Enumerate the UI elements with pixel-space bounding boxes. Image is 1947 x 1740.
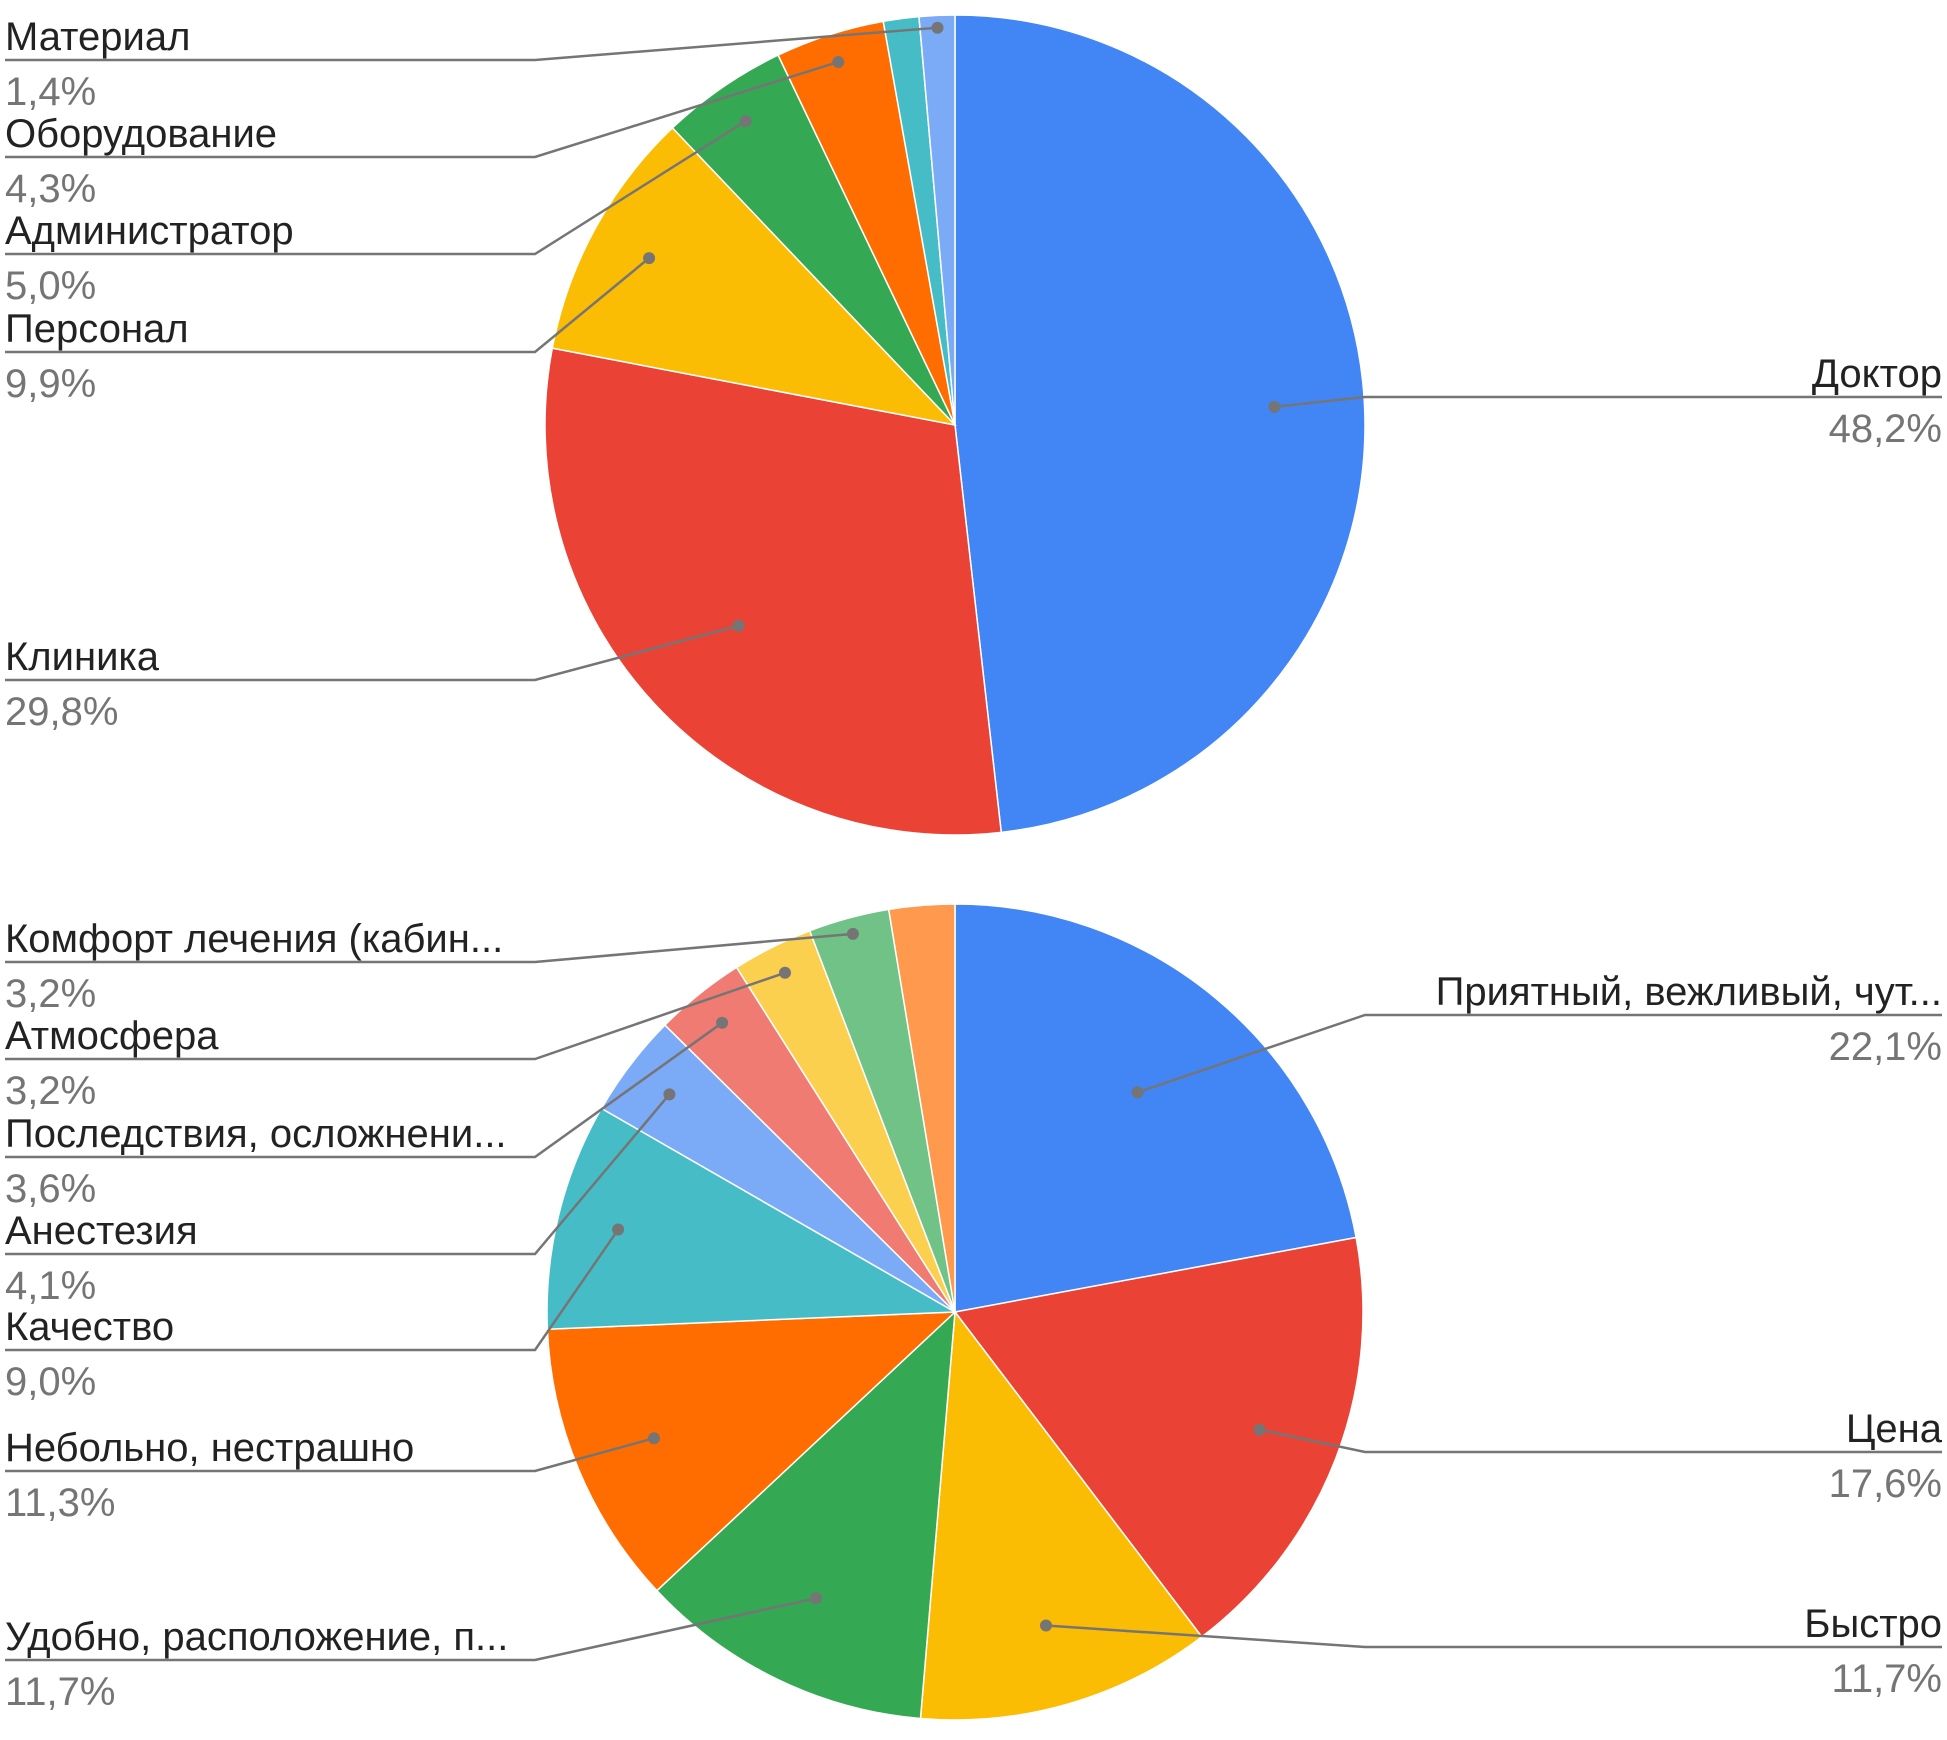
leader-dot — [716, 1016, 729, 1029]
slice-percent-label: 22,1% — [1829, 1025, 1942, 1069]
leader-line — [5, 1437, 655, 1473]
leader-line — [5, 971, 786, 1061]
slice-name-label: Материал — [5, 15, 190, 59]
leader-dot — [739, 115, 752, 128]
slice-name-label: Цена — [1846, 1407, 1943, 1451]
slice-name-label: Атмосфера — [5, 1014, 219, 1058]
slice-label-цена: Цена 17,6% — [1253, 1407, 1943, 1506]
leader-dot — [643, 252, 656, 265]
slice-label-материал: Материал 1,4% — [5, 15, 944, 114]
slice-percent-label: 17,6% — [1829, 1462, 1942, 1506]
slice-label-анестезия: Анестезия 4,1% — [5, 1088, 676, 1308]
slice-percent-label: 4,1% — [5, 1264, 96, 1308]
slice-name-label: Небольно, нестрашно — [5, 1426, 414, 1470]
slice-percent-label: 11,3% — [5, 1481, 115, 1525]
leader-dot — [810, 1592, 822, 1605]
pie-labels: Доктор 48,2% Клиника 29,8% Персонал 9,9% Админ… — [5, 15, 1942, 734]
leader-dot — [1131, 1086, 1144, 1099]
pie-slices — [546, 903, 1364, 1721]
leader-line — [1137, 1013, 1942, 1094]
slice-percent-label: 3,2% — [5, 972, 96, 1016]
leader-dot — [1040, 1619, 1052, 1632]
slice-label-комфорт-лечения-кабин: Комфорт лечения (кабин... 3,2% — [5, 917, 859, 1016]
pie-slice-доктор — [954, 14, 1366, 834]
leader-line — [5, 1093, 671, 1256]
leader-line — [5, 257, 650, 354]
slice-percent-label: 9,9% — [5, 362, 96, 406]
pie-labels: Приятный, вежливый, чут... 22,1% Цена 17,6%… — [5, 917, 1943, 1714]
leader-line — [5, 26, 938, 62]
leader-dot — [931, 21, 944, 34]
pie-slice-цена — [953, 1236, 1364, 1638]
leader-line — [5, 1021, 723, 1159]
slice-name-label: Администратор — [5, 209, 294, 253]
slice-label-персонал: Персонал 9,9% — [5, 252, 656, 406]
slice-name-label: Доктор — [1812, 352, 1942, 396]
slice-percent-label: 3,2% — [5, 1069, 96, 1113]
leader-line — [5, 624, 739, 682]
leader-line — [5, 60, 839, 159]
slice-name-label: Приятный, вежливый, чут... — [1436, 970, 1942, 1014]
slice-name-label: Последствия, осложнени... — [5, 1112, 507, 1156]
pie-slices — [544, 14, 1366, 836]
slice-percent-label: 4,3% — [5, 167, 96, 211]
pie-slice-персонал — [551, 126, 958, 427]
leader-dot — [732, 619, 745, 632]
leader-dot — [846, 927, 859, 940]
leader-dot — [1268, 400, 1281, 413]
slice-name-label: Удобно, расположение, п... — [5, 1615, 508, 1659]
slice-percent-label: 48,2% — [1829, 407, 1942, 451]
slice-percent-label: 29,8% — [5, 690, 118, 734]
pie-slice-материал — [918, 14, 956, 426]
leader-line — [5, 932, 854, 964]
slice-label-приятный-вежливый-чут: Приятный, вежливый, чут... 22,1% — [1131, 970, 1942, 1099]
pie-slice-unlabeled-10 — [887, 903, 956, 1313]
slice-label-администратор: Администратор 5,0% — [5, 115, 752, 308]
slice-label-последствия-осложнени: Последствия, осложнени... 3,6% — [5, 1016, 729, 1211]
pie-chart-top: Доктор 48,2% Клиника 29,8% Персонал 9,9% Админ… — [5, 14, 1942, 836]
slice-percent-label: 11,7% — [5, 1670, 115, 1714]
pie-slice-небольно-нестрашно — [546, 1311, 957, 1592]
slice-label-доктор: Доктор 48,2% — [1268, 352, 1942, 451]
slice-percent-label: 3,6% — [5, 1167, 96, 1211]
slice-percent-label: 1,4% — [5, 70, 96, 114]
leader-dot — [1253, 1423, 1266, 1436]
slice-name-label: Анестезия — [5, 1209, 198, 1253]
leader-dot — [779, 966, 791, 979]
leader-dot — [612, 1223, 625, 1236]
slice-percent-label: 9,0% — [5, 1360, 96, 1404]
slice-label-клиника: Клиника 29,8% — [5, 619, 745, 734]
slice-name-label: Клиника — [5, 635, 160, 679]
leader-line — [1045, 1624, 1942, 1649]
slice-name-label: Персонал — [5, 307, 189, 351]
leader-line — [1259, 1428, 1942, 1454]
slice-label-удобно-расположение-п: Удобно, расположение, п... 11,7% — [5, 1592, 822, 1714]
leader-dot — [648, 1432, 660, 1445]
pie-chart-bottom: Приятный, вежливый, чут... 22,1% Цена 17,6%… — [5, 903, 1943, 1721]
leader-line — [5, 1228, 620, 1352]
slice-label-качество: Качество 9,0% — [5, 1223, 625, 1404]
slice-label-оборудование: Оборудование 4,3% — [5, 56, 845, 211]
pie-slice-клиника — [544, 347, 1003, 836]
slice-label-небольно-нестрашно: Небольно, нестрашно 11,3% — [5, 1426, 660, 1525]
leader-dot — [663, 1088, 676, 1101]
slice-name-label: Оборудование — [5, 112, 277, 156]
leader-dot — [832, 56, 845, 68]
leader-line — [1274, 395, 1942, 409]
pie-slice-качество — [546, 1107, 958, 1331]
leader-line — [5, 120, 747, 256]
slice-percent-label: 5,0% — [5, 264, 96, 308]
pie-slice-приятный-вежливый-чут — [954, 903, 1358, 1313]
slice-name-label: Комфорт лечения (кабин... — [5, 917, 503, 961]
slice-name-label: Быстро — [1804, 1602, 1942, 1646]
leader-line — [5, 1597, 817, 1662]
slice-label-быстро: Быстро 11,7% — [1040, 1602, 1942, 1701]
pie-slice-быстро — [919, 1309, 1203, 1721]
slice-name-label: Качество — [5, 1305, 174, 1349]
slice-percent-label: 11,7% — [1832, 1657, 1942, 1701]
